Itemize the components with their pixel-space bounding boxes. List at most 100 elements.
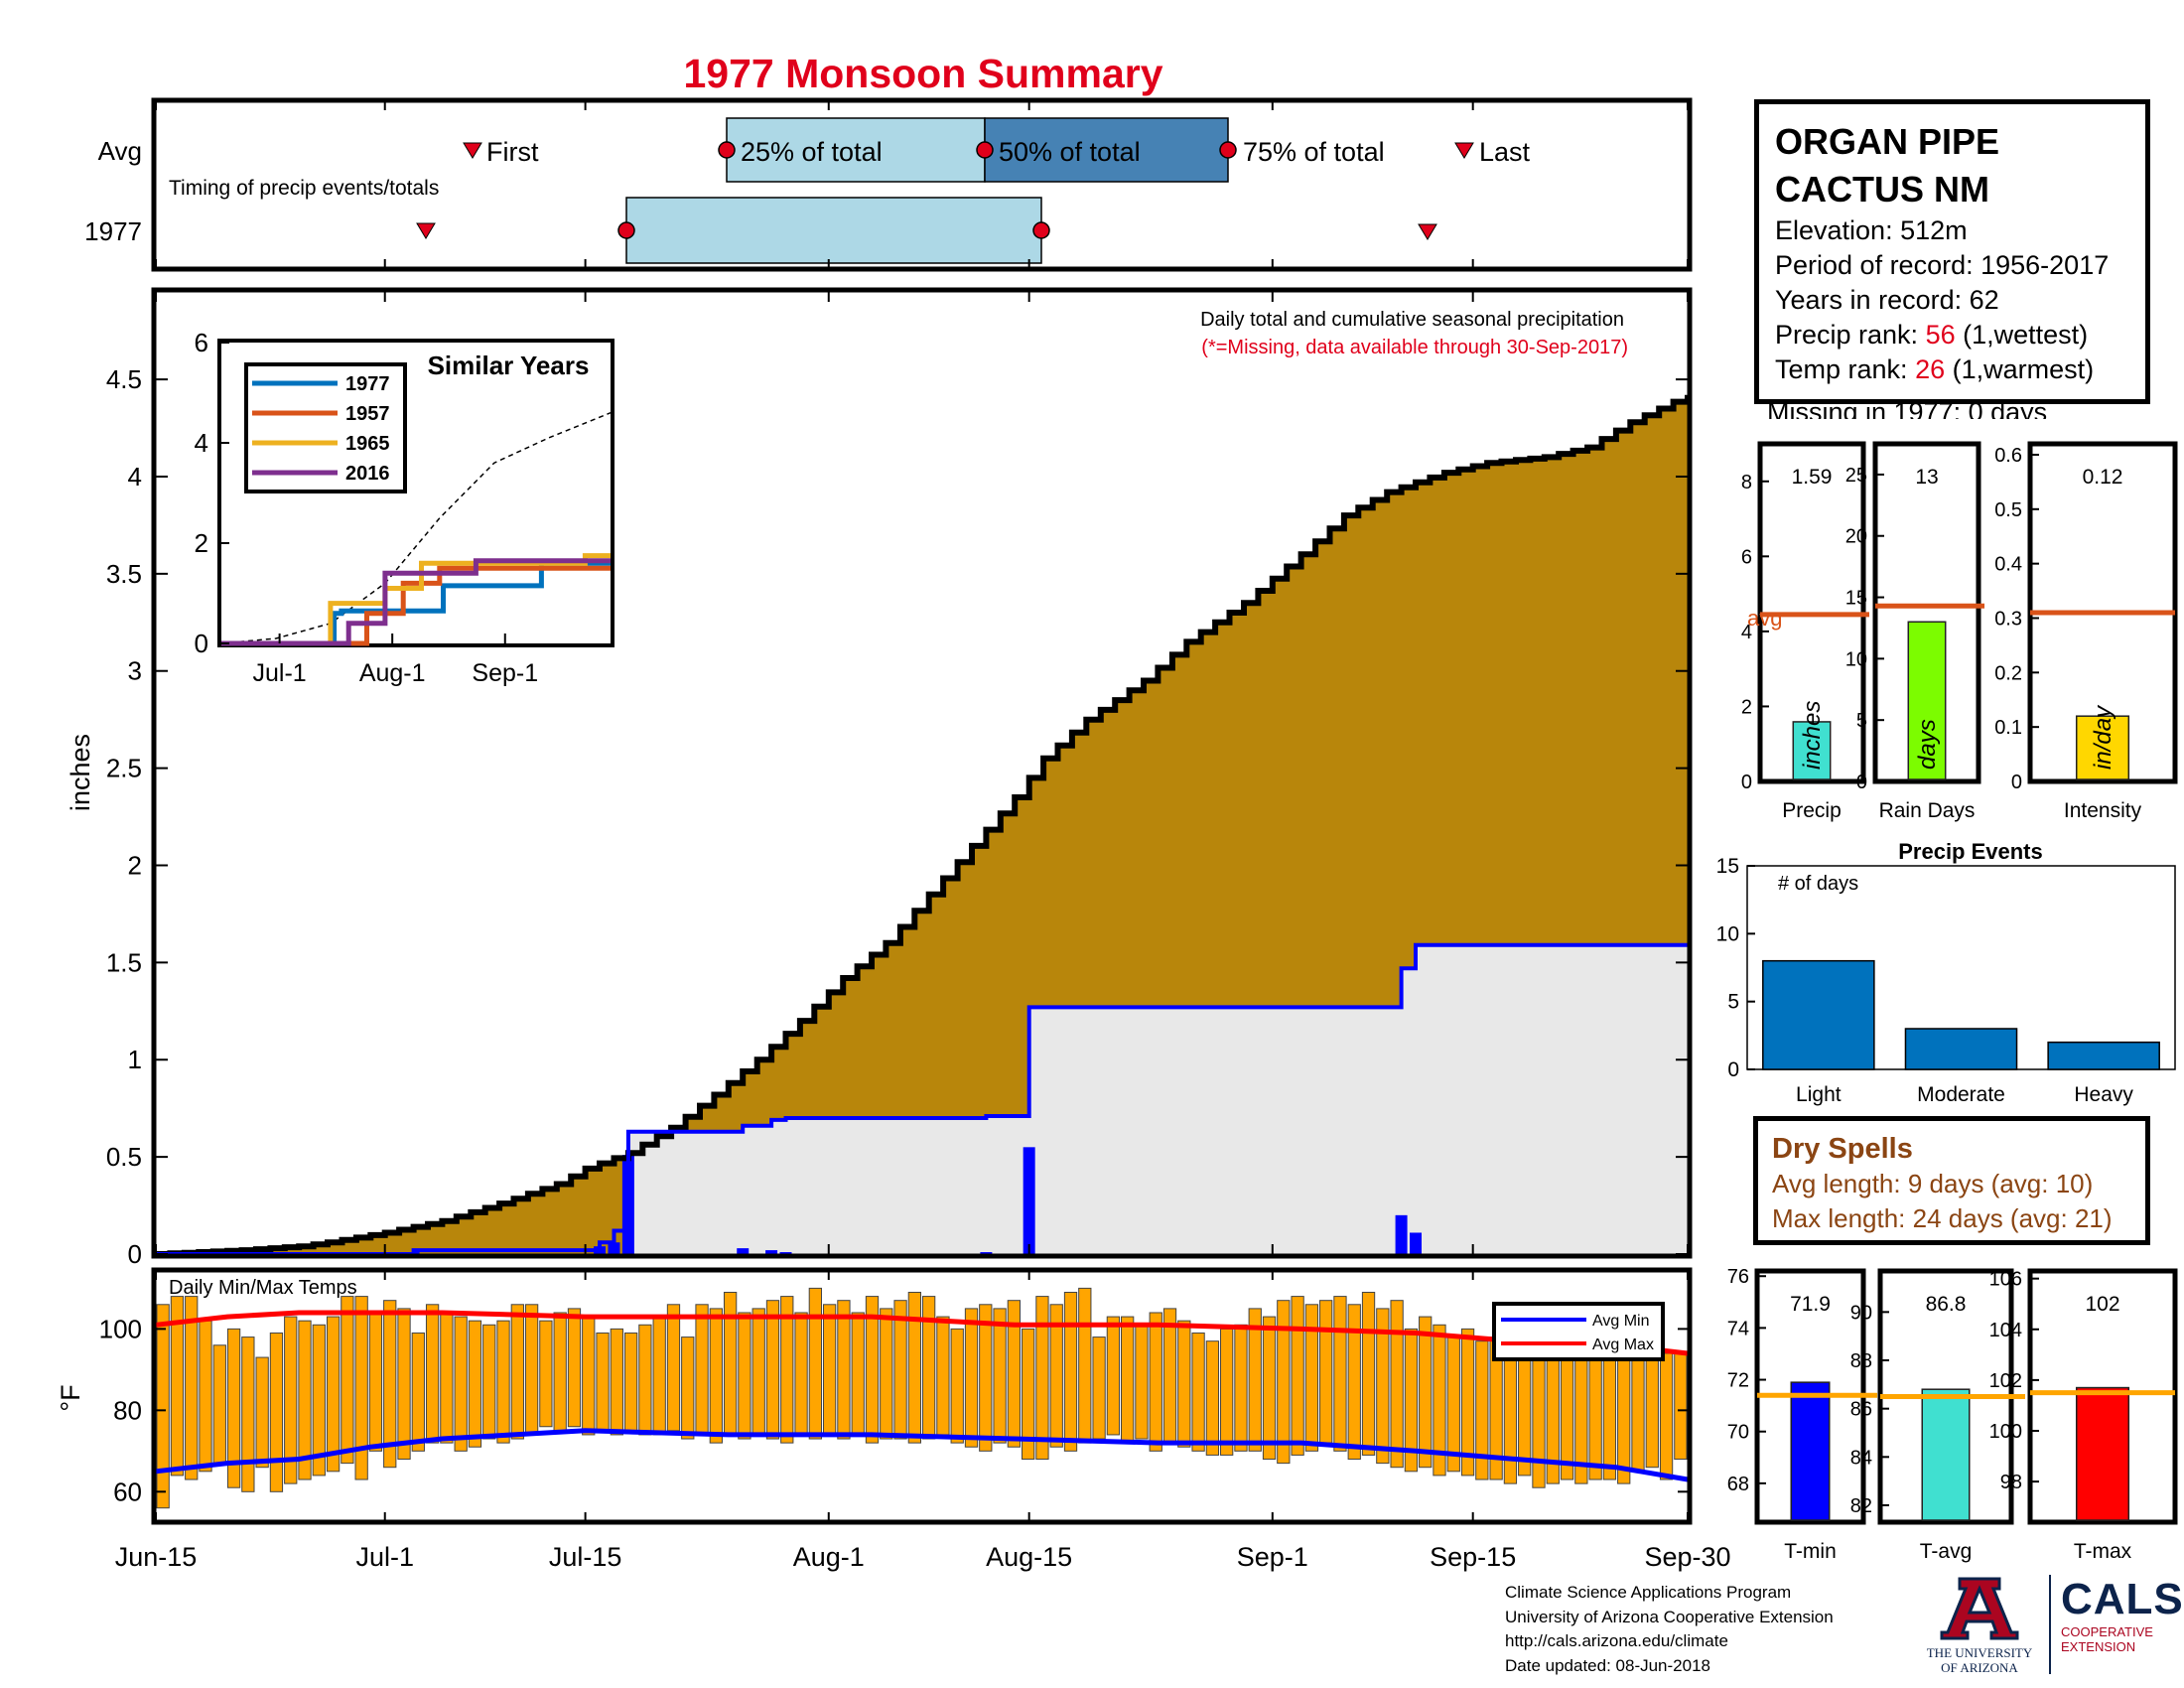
temp-bar-25 [510, 1304, 524, 1440]
stat-raindays-tick-0: 0 [1856, 772, 1867, 793]
temp-bar-102 [1602, 1340, 1617, 1480]
main-y-tick-7: 3.5 [106, 559, 142, 589]
x-tick-6: Sep-15 [1430, 1542, 1516, 1572]
temp-bar-33 [623, 1332, 638, 1432]
marker-first-label: First [486, 137, 539, 167]
daily-precip-bar-8 [1023, 1147, 1035, 1254]
x-tick-0: Jun-15 [115, 1542, 198, 1572]
credits-line3[interactable]: http://cals.arizona.edu/climate [1505, 1631, 1728, 1650]
temp-bar-107 [1674, 1352, 1688, 1461]
station-name-line1: ORGAN PIPE [1775, 121, 2000, 162]
events-title: Precip Events [1898, 839, 2043, 864]
temp-bar-93 [1475, 1340, 1489, 1480]
avg-q25-marker [718, 141, 736, 159]
temp-bar-29 [567, 1308, 582, 1428]
temp-bar-62 [1035, 1296, 1049, 1461]
temp-bar-45 [794, 1312, 808, 1436]
stat-raindays-tick-5: 25 [1845, 465, 1867, 487]
stat-intensity-bar [2075, 715, 2130, 780]
temp-bar-64 [1063, 1291, 1078, 1452]
temp-bar-30 [582, 1316, 596, 1436]
temp-bar-17 [397, 1308, 411, 1461]
inset-y-tick-0: 0 [195, 629, 208, 658]
temp-bar-48 [837, 1300, 851, 1440]
temp-bar-41 [738, 1312, 751, 1440]
stat-intensity-tick-0: 0 [2011, 772, 2022, 793]
temp-bar-38 [695, 1304, 709, 1436]
temp-bar-87 [1390, 1300, 1404, 1469]
x-tick-4: Aug-15 [986, 1542, 1072, 1572]
temp-panel-title: Daily Min/Max Temps [169, 1277, 357, 1299]
stat-intensity-tick-6: 0.6 [1994, 445, 2022, 467]
stat-intensity-tick-3: 0.3 [1994, 608, 2022, 630]
avg-min-line [155, 1428, 1689, 1482]
stat-intensity-tick-5: 0.5 [1994, 499, 2022, 521]
temp-bar-18 [411, 1332, 425, 1452]
avg-first-marker [463, 142, 482, 159]
year-q25-marker [617, 221, 635, 239]
main-y-tick-1: 0.5 [106, 1142, 142, 1172]
temp-bar-22 [468, 1320, 482, 1448]
stat-intensity-label: Intensity [2064, 799, 2142, 822]
stat-tmax-label: T-max [2074, 1540, 2132, 1563]
temp-bar-6 [241, 1336, 255, 1492]
events-x-label-light: Light [1796, 1083, 1842, 1106]
stat-raindays-value: 13 [1915, 466, 1938, 489]
stat-precip-unit: inches [1799, 701, 1826, 770]
main-y-tick-8: 4 [128, 462, 142, 492]
temp-bar-0 [156, 1304, 170, 1509]
cals-line2: EXTENSION [2061, 1639, 2136, 1654]
daily-precip-bar-6 [779, 1252, 792, 1254]
temp-bar-10 [298, 1320, 312, 1480]
avg-cumulative-line [156, 942, 1688, 1256]
temp-bar-14 [354, 1296, 368, 1480]
events-y-tick-2: 10 [1716, 922, 1739, 945]
temp-bar-27 [539, 1320, 553, 1428]
marker-last-label: Last [1479, 137, 1531, 167]
temp-bar-65 [1078, 1287, 1092, 1444]
stat-intensity-value: 0.12 [2083, 466, 2123, 489]
precip-rank-value: 56 [1925, 320, 1956, 350]
temp-bar-106 [1659, 1352, 1674, 1480]
temp-bar-2 [185, 1296, 199, 1480]
temp-bar-26 [524, 1304, 539, 1436]
temp-bar-92 [1460, 1328, 1475, 1477]
temp-bar-49 [851, 1312, 865, 1436]
main-y-axis-label: inches [66, 734, 95, 811]
stat-precip-tick-2: 4 [1741, 622, 1752, 643]
temp-bar-23 [482, 1324, 496, 1440]
stat-precip-tick-1: 2 [1741, 696, 1752, 718]
year-quartile-box [625, 197, 1042, 264]
temp-bar-46 [808, 1287, 822, 1440]
temp-bar-1 [170, 1296, 185, 1477]
temp-bar-105 [1645, 1352, 1659, 1469]
temp-bar-80 [1291, 1296, 1304, 1456]
temp-bar-63 [1049, 1304, 1063, 1448]
temp-bar-89 [1419, 1316, 1433, 1469]
avg-q75-marker [1219, 141, 1237, 159]
temp-bar-70 [1149, 1312, 1162, 1452]
temp-bar-83 [1333, 1296, 1347, 1452]
temp-bar-58 [979, 1304, 993, 1452]
inset-x-tick-1: Aug-1 [359, 659, 426, 687]
temp-bar-61 [1022, 1328, 1035, 1461]
avg-q50-marker [976, 141, 994, 159]
station-period: Period of record: 1956-2017 [1775, 250, 2110, 280]
main-subtitle-line2: (*=Missing, data available through 30-Se… [1201, 337, 1628, 358]
temp-rank-note: (1,warmest) [1945, 354, 2095, 384]
temp-legend: Avg Min Avg Max [1492, 1302, 1665, 1361]
stat-precip-label: Precip [1782, 799, 1842, 822]
precip-events-chart: Precip Events # of days 0 5 10 15 Light Moder… [1716, 839, 2176, 1106]
marker-75-label: 75% of total [1243, 137, 1385, 167]
tavg-stat-chart: 82 84 86 88 90 86.8 T-avg [1850, 1268, 2025, 1563]
temp-bar-9 [284, 1316, 298, 1484]
temp-bar-84 [1347, 1304, 1361, 1461]
x-tick-3: Aug-1 [793, 1542, 865, 1572]
temp-bar-21 [454, 1316, 468, 1452]
temp-bar-78 [1262, 1316, 1277, 1461]
x-axis-ticks: Jun-15 Jul-1 Jul-15 Aug-1 Aug-15 Sep-1 Sep-15 S… [115, 100, 1731, 1572]
stat-intensity-tick-1: 0.1 [1994, 717, 2022, 739]
temp-bar-3 [199, 1320, 212, 1473]
temp-bar-57 [964, 1308, 979, 1448]
inset-series-2016 [221, 558, 611, 646]
